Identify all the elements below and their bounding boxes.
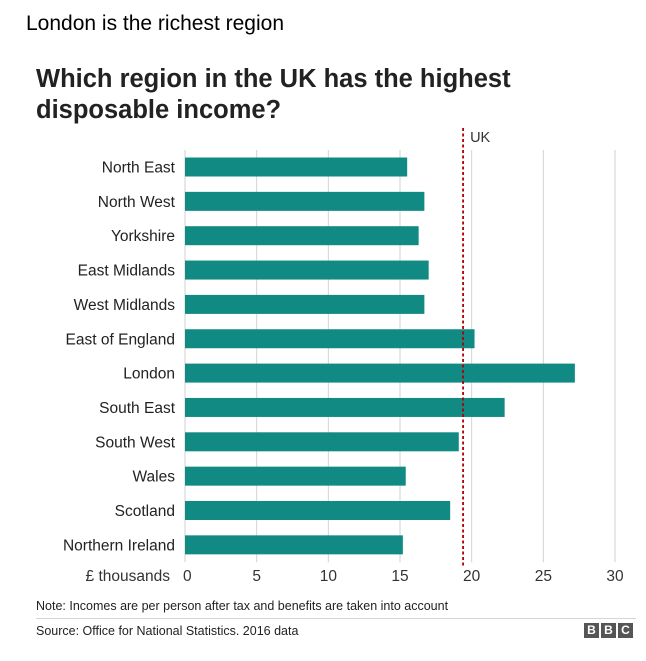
bar [185,226,419,246]
bar [185,466,406,486]
category-label: Northern Ireland [63,537,175,554]
bar [185,432,459,452]
footer-divider [36,618,636,619]
x-axis-label: £ thousands [86,568,171,585]
category-label: South East [99,400,176,417]
bar [185,329,475,349]
bar [185,501,451,520]
x-tick-label: 15 [391,568,408,585]
x-tick-label: 10 [320,568,338,585]
x-tick-label: 20 [463,568,481,585]
category-label: East of England [66,331,175,348]
category-label: Yorkshire [111,228,175,245]
bar-chart: North East North West Yorkshire East Midlan… [63,128,624,585]
x-tick-label: 25 [535,568,552,585]
uk-reference-label: UK [470,130,490,146]
bar [185,363,575,383]
category-label: North East [102,160,176,177]
x-tick-label: 5 [252,568,261,585]
bar [185,157,408,177]
category-label: Scotland [115,503,175,520]
category-label: South West [95,434,176,451]
chart-note: Note: Incomes are per person after tax a… [36,599,449,613]
bars [185,157,575,555]
logo-letter: B [584,623,599,638]
logo-letter: B [601,623,616,638]
category-labels: North East North West Yorkshire East Midlan… [63,160,176,555]
category-label: West Midlands [74,297,176,314]
x-tick-label: 30 [606,568,624,585]
uk-reference: UK [462,128,491,568]
category-label: Wales [133,469,176,486]
bar [185,294,425,314]
gridlines [184,150,616,563]
x-tick-label: 0 [183,568,192,585]
bar [185,535,403,555]
bar [185,191,425,211]
bar [185,397,505,417]
bbc-logo: B B C [584,623,633,638]
category-label: London [123,366,175,383]
category-label: North West [98,194,176,211]
bar [185,260,429,280]
category-label: East Midlands [78,263,176,280]
chart-title: Which region in the UK has the highest d… [36,65,511,124]
headline: London is the richest region [26,12,284,35]
x-axis: 0 5 10 15 20 25 30 £ thousands [86,568,624,585]
logo-letter: C [618,623,633,638]
source-text: Source: Office for National Statistics. … [36,624,299,638]
